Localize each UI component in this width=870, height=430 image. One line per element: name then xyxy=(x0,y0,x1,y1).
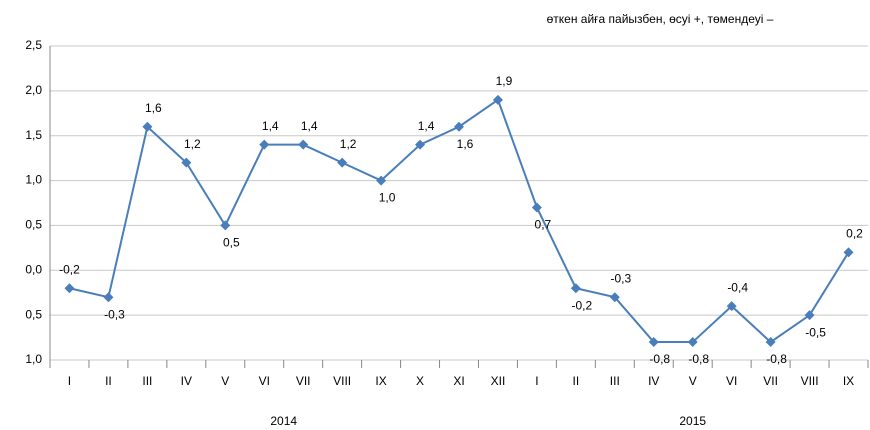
data-label: 0,2 xyxy=(846,227,863,241)
y-tick-label: 2,0 xyxy=(25,83,42,97)
data-label: -0,3 xyxy=(104,307,125,321)
x-tick-label: V xyxy=(221,374,229,388)
data-label: -0,8 xyxy=(688,352,709,366)
point-marker xyxy=(843,247,854,258)
y-tick-label: 2,5 xyxy=(25,38,42,52)
x-tick-label: XI xyxy=(453,374,464,388)
y-tick-label: 1,0 xyxy=(25,352,42,366)
y-tick-label: 1,0 xyxy=(25,173,42,187)
point-marker xyxy=(181,157,192,168)
data-label: -0,3 xyxy=(610,271,631,285)
point-marker xyxy=(103,292,114,303)
x-tick-label: VI xyxy=(259,374,270,388)
x-tick-label: VI xyxy=(726,374,737,388)
x-tick-label: VIII xyxy=(333,374,351,388)
group-label: 2014 xyxy=(270,414,297,428)
point-marker xyxy=(298,139,309,150)
x-tick-label: I xyxy=(68,374,71,388)
point-marker xyxy=(259,139,270,150)
point-marker xyxy=(64,283,75,294)
x-tick-label: III xyxy=(610,374,620,388)
point-marker xyxy=(726,301,737,312)
y-tick-label: 0,5 xyxy=(25,307,42,321)
data-label: 1,2 xyxy=(340,137,357,151)
x-tick-label: IX xyxy=(843,374,854,388)
point-marker xyxy=(531,202,542,213)
data-label: 1,0 xyxy=(379,191,396,205)
data-label: -0,4 xyxy=(727,280,748,294)
data-label: -0,2 xyxy=(59,262,80,276)
point-marker xyxy=(765,337,776,348)
point-marker xyxy=(415,139,426,150)
x-tick-label: X xyxy=(416,374,424,388)
x-tick-label: XII xyxy=(491,374,506,388)
x-tick-label: VIII xyxy=(801,374,819,388)
x-tick-label: IX xyxy=(375,374,386,388)
x-tick-label: I xyxy=(535,374,538,388)
data-label: 1,9 xyxy=(496,74,513,88)
point-marker xyxy=(337,157,348,168)
x-tick-label: IV xyxy=(648,374,659,388)
data-label: 0,5 xyxy=(223,236,240,250)
data-label: 1,4 xyxy=(418,119,435,133)
x-tick-label: III xyxy=(142,374,152,388)
data-label: 1,4 xyxy=(301,119,318,133)
point-marker xyxy=(454,121,464,132)
x-tick-label: V xyxy=(689,374,697,388)
point-marker xyxy=(648,337,659,348)
x-tick-label: II xyxy=(573,374,580,388)
point-marker xyxy=(804,310,815,321)
group-label: 2015 xyxy=(679,414,706,428)
data-label: -0,5 xyxy=(805,325,826,339)
data-label: 1,6 xyxy=(457,137,474,151)
point-marker xyxy=(492,94,503,105)
chart-subtitle: өткен айға пайызбен, өсуі +, төмендеуі – xyxy=(547,12,774,26)
y-tick-label: 0,5 xyxy=(25,218,42,232)
x-tick-label: VII xyxy=(296,374,311,388)
data-label: -0,2 xyxy=(572,298,593,312)
point-marker xyxy=(609,292,620,303)
point-marker xyxy=(142,121,153,132)
point-marker xyxy=(687,337,698,348)
x-tick-label: IV xyxy=(181,374,192,388)
data-label: 1,4 xyxy=(262,119,279,133)
point-marker xyxy=(220,220,231,231)
x-tick-label: VII xyxy=(763,374,778,388)
point-marker xyxy=(570,283,581,294)
point-marker xyxy=(376,175,387,186)
x-tick-label: II xyxy=(105,374,112,388)
data-label: -0,8 xyxy=(766,352,787,366)
y-tick-label: 1,5 xyxy=(25,128,42,142)
data-label: 1,2 xyxy=(184,137,201,151)
y-tick-label: 0,0 xyxy=(25,262,42,276)
data-label: 0,7 xyxy=(535,218,552,232)
data-label: 1,6 xyxy=(145,101,162,115)
data-label: -0,8 xyxy=(649,352,670,366)
